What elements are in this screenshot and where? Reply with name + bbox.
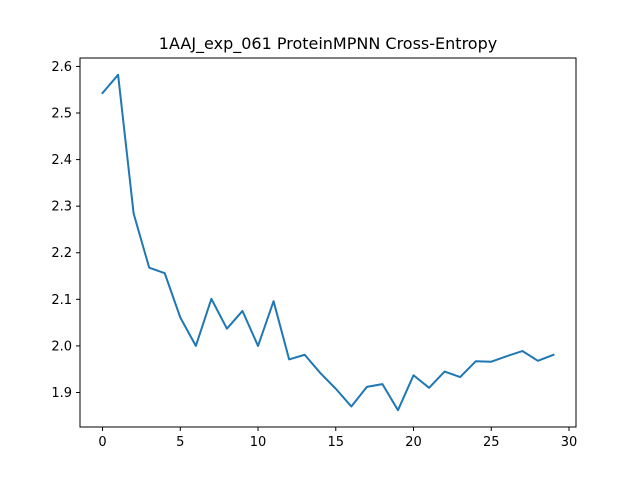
x-tick-label: 0 <box>98 435 106 450</box>
y-tick-label: 2.5 <box>51 107 72 122</box>
x-tick-label: 15 <box>328 435 345 450</box>
chart-title: 1AAJ_exp_061 ProteinMPNN Cross-Entropy <box>159 34 497 54</box>
x-tick-label: 10 <box>250 435 267 450</box>
y-tick-label: 2.4 <box>51 153 72 168</box>
axis-ticks: 0 5 10 15 20 25 30 1.9 2.0 2.1 2.2 2.3 2.4 2.5 2.6 <box>51 60 577 450</box>
y-tick-label: 2.2 <box>51 246 72 261</box>
x-tick-label: 20 <box>405 435 422 450</box>
y-tick-label: 2.0 <box>51 339 72 354</box>
y-tick-label: 2.1 <box>51 293 72 308</box>
x-tick-label: 5 <box>176 435 184 450</box>
series-line <box>101 73 555 412</box>
plot-area <box>101 73 555 412</box>
x-tick-label: 30 <box>561 435 578 450</box>
y-tick-label: 2.6 <box>51 60 72 75</box>
y-tick-label: 1.9 <box>51 386 72 401</box>
y-tick-label: 2.3 <box>51 200 72 215</box>
axes-frame <box>79 57 577 428</box>
x-tick-label: 25 <box>483 435 500 450</box>
